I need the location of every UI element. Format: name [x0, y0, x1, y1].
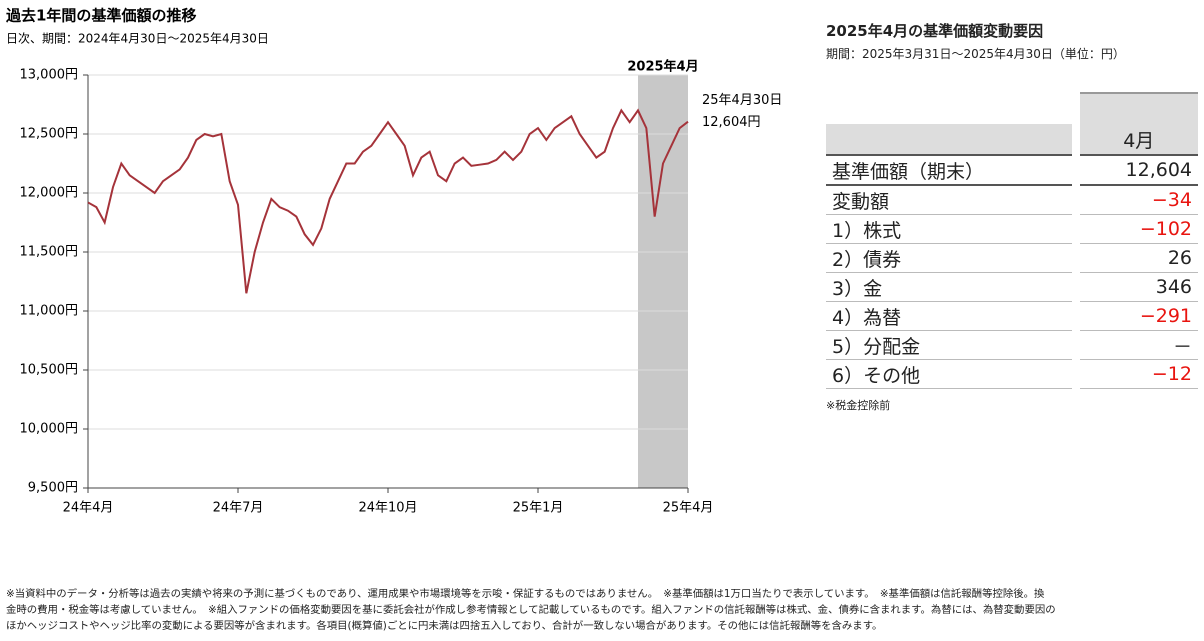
x-tick-label: 24年7月	[213, 501, 264, 516]
row-label: 2）債券	[826, 243, 1076, 273]
x-tick-label: 24年10月	[358, 501, 417, 516]
table-row: 4）為替 −291	[826, 301, 1198, 331]
row-label: 3）金	[826, 272, 1076, 302]
footer: ※当資料中のデータ・分析等は過去の実績や将来の予測に基づくものであり、運用成果や…	[6, 586, 1200, 634]
y-tick-label: 11,000円	[20, 304, 79, 319]
row-value: －	[1071, 330, 1198, 360]
row-value: 12,604	[1071, 155, 1198, 186]
table-title: 2025年4月の基準価額変動要因	[826, 22, 1044, 40]
table-row: 変動額 −34	[826, 185, 1198, 215]
y-tick-label: 9,500円	[28, 481, 78, 496]
table-row: 2）債券 26	[826, 243, 1198, 273]
column-header: 4月	[1071, 124, 1198, 156]
highlight-label: 2025年4月	[627, 59, 698, 75]
table-row: 3）金 346	[826, 272, 1198, 302]
chart: 過去1年間の基準価額の推移 日次、期間：2024年4月30日～2025年4月30…	[5, 7, 782, 516]
row-label: 1）株式	[826, 214, 1076, 244]
row-value: −291	[1071, 301, 1198, 331]
table-row: 1）株式 −102	[826, 214, 1198, 244]
factor-panel: 2025年4月の基準価額変動要因 期間：2025年3月31日～2025年4月30…	[826, 20, 1198, 413]
end-date: 25年4月30日	[702, 93, 782, 108]
row-label: 6）その他	[826, 359, 1076, 389]
row-label: 5）分配金	[826, 330, 1076, 360]
highlight-band	[638, 75, 688, 488]
y-tick-label: 10,500円	[20, 363, 79, 378]
factor-table: 4月 基準価額（期末） 12,604 変動額 −34 1）株式 −102 2）債券 26 3）金…	[826, 92, 1198, 389]
y-tick-label: 12,500円	[20, 127, 79, 142]
row-label: 変動額	[826, 185, 1076, 215]
row-label: 4）為替	[826, 301, 1076, 331]
footer-line: ※当資料中のデータ・分析等は過去の実績や将来の予測に基づくものであり、運用成果や…	[6, 588, 1045, 600]
chart-title: 過去1年間の基準価額の推移	[5, 7, 196, 25]
end-value: 12,604円	[702, 115, 761, 130]
table-note: ※税金控除前	[826, 399, 891, 412]
chart-subtitle: 日次、期間：2024年4月30日～2025年4月30日	[6, 32, 269, 46]
footer-line: 金時の費用・税金等は考慮していません。 ※組入ファンドの価格変動要因を基に委託会…	[6, 604, 1056, 616]
x-tick-label: 25年1月	[513, 501, 564, 516]
price-line	[87, 108, 689, 294]
x-tick-label: 24年4月	[63, 501, 114, 516]
row-label: 基準価額（期末）	[826, 155, 1076, 186]
y-tick-label: 10,000円	[20, 422, 79, 437]
header-row: 4月	[826, 124, 1198, 156]
footer-line: ほかヘッジコストやヘッジ比率の変動による要因等が含まれます。各項目(概算値)ごと…	[6, 620, 883, 632]
row-value: −34	[1071, 185, 1198, 215]
row-value: −12	[1071, 359, 1198, 389]
y-tick-label: 13,000円	[20, 68, 79, 83]
x-tick-label: 25年4月	[663, 501, 714, 516]
row-value: −102	[1071, 214, 1198, 244]
table-row: 基準価額（期末） 12,604	[826, 155, 1198, 186]
table-row: 6）その他 −12	[826, 359, 1198, 389]
header-row	[826, 92, 1198, 124]
table-row: 5）分配金－	[826, 330, 1198, 360]
row-value: 26	[1071, 243, 1198, 273]
row-value: 346	[1071, 272, 1198, 302]
table-subtitle: 期間：2025年3月31日～2025年4月30日（単位：円）	[826, 47, 1125, 61]
y-tick-label: 11,500円	[20, 245, 79, 260]
y-tick-label: 12,000円	[20, 186, 79, 201]
